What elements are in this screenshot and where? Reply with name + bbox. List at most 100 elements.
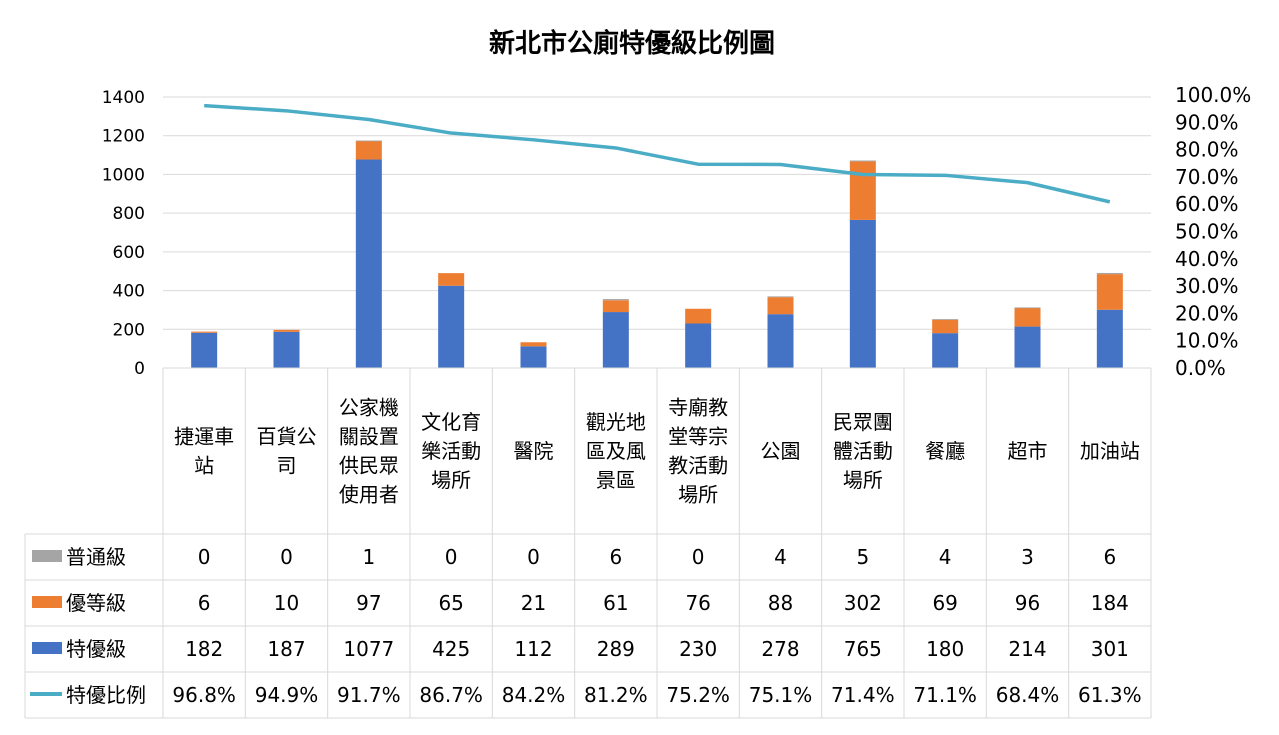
y2-tick-label: 30.0% xyxy=(1175,274,1239,298)
category-label: 場所 xyxy=(431,468,471,492)
table-cell: 97 xyxy=(356,591,381,615)
y2-tick-label: 10.0% xyxy=(1175,329,1239,353)
table-cell: 5 xyxy=(856,545,869,569)
legend-swatch xyxy=(32,550,62,562)
y-tick-label: 0 xyxy=(134,359,145,379)
ratio-line-path xyxy=(204,103,1111,204)
bar-優等級 xyxy=(1096,274,1123,310)
table-cell: 88 xyxy=(768,591,793,615)
bar-普通級 xyxy=(1096,272,1123,275)
table-cell: 302 xyxy=(844,591,882,615)
bar-特優級 xyxy=(355,159,382,368)
y-tick-label: 400 xyxy=(113,282,145,302)
table-row-label: 特優級 xyxy=(66,637,126,661)
bar-優等級 xyxy=(273,329,300,332)
bar-優等級 xyxy=(438,273,465,286)
table-cell: 182 xyxy=(185,637,223,661)
table-cell: 61 xyxy=(603,591,628,615)
table-cell: 230 xyxy=(679,637,717,661)
table-cell: 4 xyxy=(939,545,952,569)
table-cell: 289 xyxy=(597,637,635,661)
y-tick-label: 600 xyxy=(113,243,145,263)
y2-tick-label: 20.0% xyxy=(1175,301,1239,325)
table-cell: 301 xyxy=(1091,637,1129,661)
table-cell: 71.1% xyxy=(913,683,977,707)
table-cell: 75.1% xyxy=(749,683,813,707)
y2-tick-label: 50.0% xyxy=(1175,220,1239,244)
bar-優等級 xyxy=(767,297,794,315)
table-cell: 75.2% xyxy=(666,683,730,707)
table-cell: 765 xyxy=(844,637,882,661)
table-cell: 6 xyxy=(198,591,211,615)
category-label: 百貨公 xyxy=(257,425,317,449)
table-cell: 6 xyxy=(609,545,622,569)
table-cell: 1077 xyxy=(343,637,394,661)
table-cell: 184 xyxy=(1091,591,1129,615)
table-cell: 71.4% xyxy=(831,683,895,707)
bar-普通級 xyxy=(767,296,794,298)
y-tick-label: 200 xyxy=(113,320,145,340)
category-label: 民眾團 xyxy=(833,410,893,434)
bar-優等級 xyxy=(932,319,959,334)
table-cell: 86.7% xyxy=(419,683,483,707)
bar-特優級 xyxy=(1096,309,1123,368)
legend-swatch xyxy=(32,642,62,654)
table-cell: 96.8% xyxy=(172,683,236,707)
table-cell: 1 xyxy=(362,545,375,569)
category-label: 寺廟教 xyxy=(668,396,728,420)
bar-特優級 xyxy=(849,219,876,368)
table-row-label: 普通級 xyxy=(66,545,126,569)
bar-普通級 xyxy=(932,319,959,320)
category-label: 觀光地 xyxy=(586,410,646,434)
category-label: 使用者 xyxy=(339,483,399,507)
table-cell: 0 xyxy=(198,545,211,569)
category-label: 加油站 xyxy=(1080,439,1140,463)
table-cell: 180 xyxy=(926,637,964,661)
table-cell: 65 xyxy=(438,591,463,615)
bar-特優級 xyxy=(767,314,794,368)
category-label: 醫院 xyxy=(514,439,554,463)
table-cell: 214 xyxy=(1008,637,1046,661)
category-label: 司 xyxy=(277,454,297,478)
y2-tick-label: 60.0% xyxy=(1175,192,1239,216)
ratio-line xyxy=(204,103,1111,204)
category-label: 餐廳 xyxy=(925,439,965,463)
table-cell: 10 xyxy=(274,591,299,615)
bar-優等級 xyxy=(191,331,218,333)
chart-title: 新北市公廁特優級比例圖 xyxy=(489,28,775,59)
table-cell: 0 xyxy=(280,545,293,569)
table-cell: 21 xyxy=(521,591,546,615)
y-axis: 0 200 400 600 800 1000 1200 1400 xyxy=(102,88,145,379)
bar-特優級 xyxy=(191,332,218,368)
category-label: 教活動 xyxy=(668,454,728,478)
table-cell: 0 xyxy=(445,545,458,569)
table-cell: 69 xyxy=(932,591,957,615)
bar-特優級 xyxy=(932,333,959,368)
y-tick-label: 800 xyxy=(113,204,145,224)
table-row-label: 特優比例 xyxy=(66,683,146,707)
category-label: 關設置 xyxy=(339,425,399,449)
bar-優等級 xyxy=(520,342,547,347)
table-cell: 4 xyxy=(774,545,787,569)
category-label: 場所 xyxy=(843,468,883,492)
category-label: 文化育 xyxy=(421,410,481,434)
category-label: 公園 xyxy=(761,439,801,463)
legend-swatch xyxy=(32,596,62,608)
bar-特優級 xyxy=(602,312,629,368)
y-tick-label: 1200 xyxy=(102,127,145,147)
category-label: 超市 xyxy=(1008,439,1048,463)
y2-tick-label: 0.0% xyxy=(1175,356,1226,380)
y2-tick-label: 100.0% xyxy=(1175,83,1251,107)
bar-普通級 xyxy=(1014,307,1041,309)
y2-tick-label: 80.0% xyxy=(1175,138,1239,162)
table-cell: 96 xyxy=(1015,591,1040,615)
bars xyxy=(191,140,1123,368)
bar-普通級 xyxy=(849,160,876,162)
table-cell: 3 xyxy=(1021,545,1034,569)
bar-優等級 xyxy=(1014,307,1041,327)
table-cell: 76 xyxy=(685,591,710,615)
table-cell: 425 xyxy=(432,637,470,661)
bar-普通級 xyxy=(602,299,629,301)
bar-特優級 xyxy=(685,323,712,368)
